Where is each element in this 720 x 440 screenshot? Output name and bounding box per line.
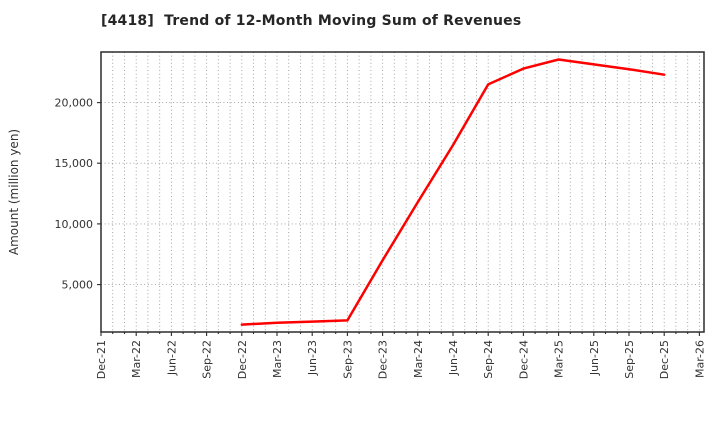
y-axis-title: Amount (million yen) — [7, 129, 21, 255]
x-tick-label: Mar-25 — [553, 340, 566, 378]
x-tick-label: Jun-22 — [165, 340, 178, 376]
x-tick-label: Sep-24 — [482, 340, 495, 379]
y-tick-label: 20,000 — [55, 97, 94, 110]
x-tick-label: Sep-25 — [623, 340, 636, 379]
revenue-line — [240, 58, 666, 326]
x-tick-label: Dec-22 — [236, 340, 249, 379]
axes-border — [100, 51, 705, 333]
x-tick-label: Sep-23 — [341, 340, 354, 379]
x-tick-label: Dec-25 — [658, 340, 671, 379]
x-tick-label: Dec-21 — [95, 340, 108, 379]
x-tick-label: Sep-22 — [201, 340, 214, 379]
y-tick-label: 15,000 — [55, 157, 94, 170]
y-tick-label: 10,000 — [55, 218, 94, 231]
x-tick-label: Dec-24 — [517, 340, 530, 379]
x-tick-label: Jun-23 — [306, 340, 319, 376]
x-tick-label: Mar-23 — [271, 340, 284, 378]
chart-title: [4418] Trend of 12-Month Moving Sum of R… — [101, 13, 522, 29]
x-tick-label: Mar-24 — [412, 340, 425, 378]
y-tick-label: 5,000 — [62, 279, 94, 292]
x-tick-label: Mar-22 — [130, 340, 143, 378]
x-tick-label: Dec-23 — [377, 340, 390, 379]
x-tick-label: Mar-26 — [693, 340, 706, 378]
x-tick-label: Jun-25 — [588, 340, 601, 376]
x-tick-label: Jun-24 — [447, 340, 460, 376]
